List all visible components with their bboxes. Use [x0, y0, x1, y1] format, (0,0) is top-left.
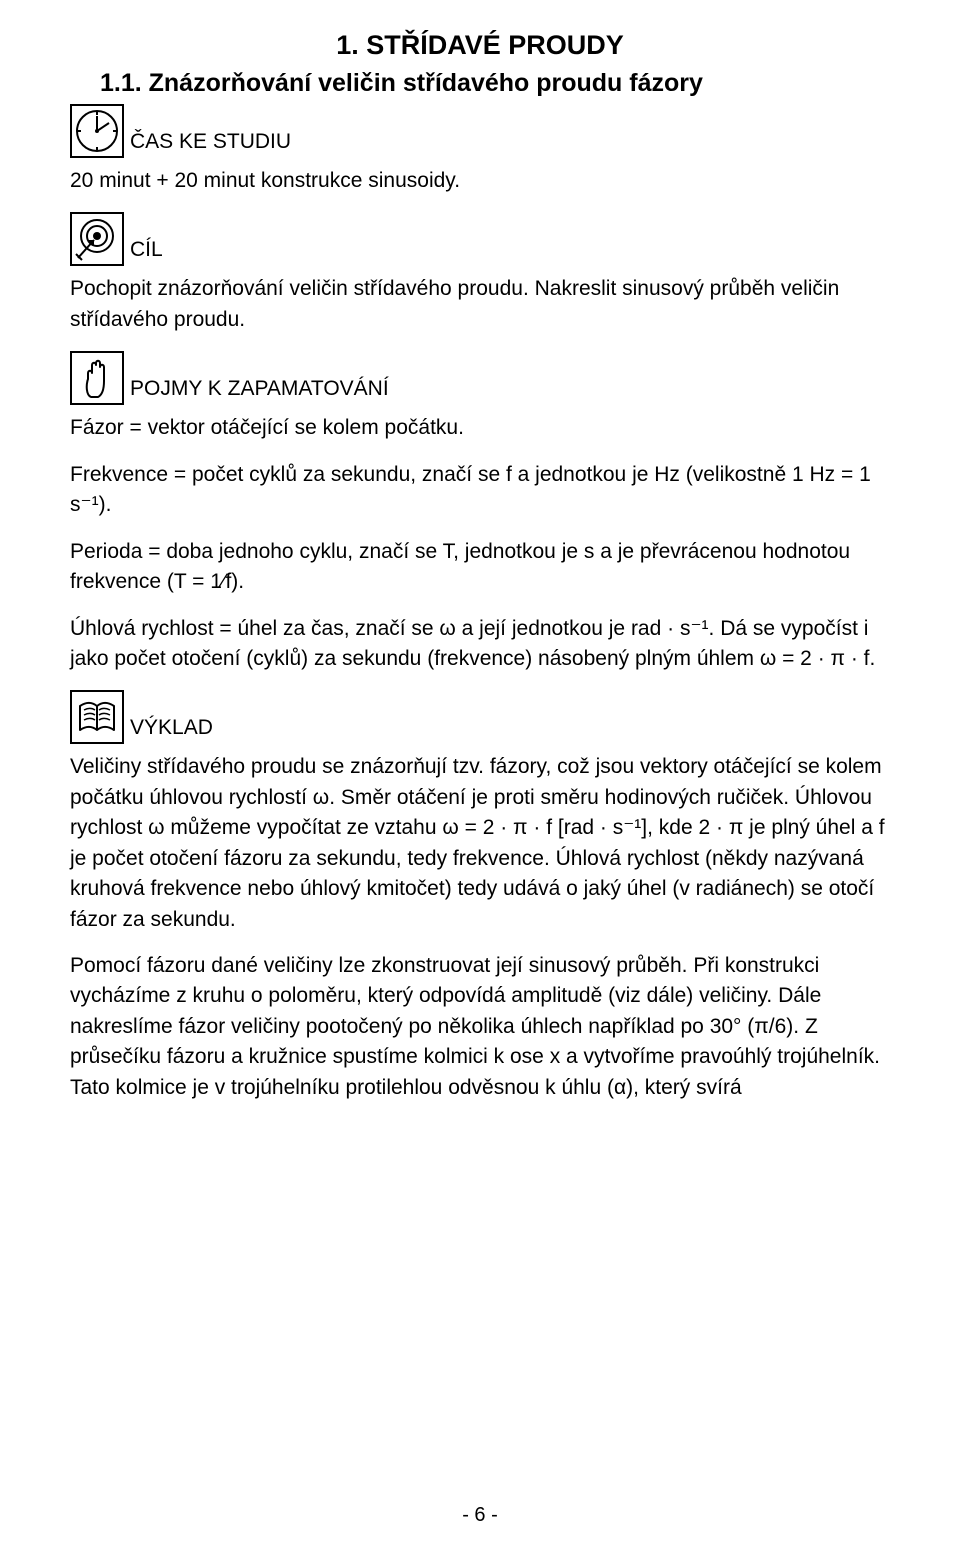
pojmy-p4: Úhlová rychlost = úhel za čas, značí se …: [70, 614, 890, 675]
vyklad-p1: Veličiny střídavého proudu se znázorňují…: [70, 752, 890, 935]
vyklad-p2: Pomocí fázoru dané veličiny lze zkonstru…: [70, 951, 890, 1103]
label-pojmy: POJMY K ZAPAMATOVÁNÍ: [130, 377, 389, 405]
clock-icon: [70, 104, 124, 158]
pojmy-p2: Frekvence = počet cyklů za sekundu, znač…: [70, 460, 890, 521]
pojmy-p1: Fázor = vektor otáčející se kolem počátk…: [70, 413, 890, 443]
text-cil: Pochopit znázorňování veličin střídavého…: [70, 274, 890, 335]
label-cil: CÍL: [130, 238, 163, 266]
target-icon: [70, 212, 124, 266]
text-cas: 20 minut + 20 minut konstrukce sinusoidy…: [70, 166, 890, 196]
row-cas: ČAS KE STUDIU: [70, 104, 890, 158]
section-title: 1.1. Znázorňování veličin střídavého pro…: [100, 69, 890, 98]
row-cil: CÍL: [70, 212, 890, 266]
page-number: - 6 -: [0, 1504, 960, 1527]
label-cas: ČAS KE STUDIU: [130, 130, 291, 158]
chapter-title: 1. STŘÍDAVÉ PROUDY: [70, 30, 890, 61]
row-pojmy: POJMY K ZAPAMATOVÁNÍ: [70, 351, 890, 405]
row-vyklad: VÝKLAD: [70, 690, 890, 744]
book-icon: [70, 690, 124, 744]
hand-icon: [70, 351, 124, 405]
page: 1. STŘÍDAVÉ PROUDY 1.1. Znázorňování vel…: [0, 0, 960, 1543]
pojmy-p3: Perioda = doba jednoho cyklu, značí se T…: [70, 537, 890, 598]
label-vyklad: VÝKLAD: [130, 716, 213, 744]
